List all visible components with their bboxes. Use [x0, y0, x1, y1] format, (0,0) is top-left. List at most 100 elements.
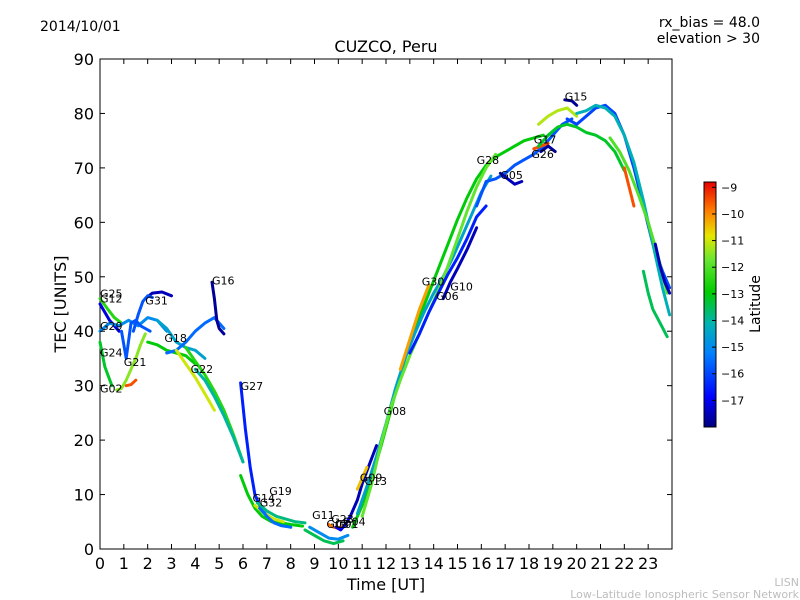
x-tick-label: 11	[352, 554, 372, 573]
x-tick-label: 10	[328, 554, 348, 573]
sat-label-g21: G21	[124, 356, 147, 369]
sat-label-g16: G16	[212, 274, 235, 287]
x-tick-label: 8	[286, 554, 296, 573]
y-tick-label: 90	[74, 50, 94, 69]
sat-label-g28: G28	[477, 154, 500, 167]
x-tick-label: 12	[376, 554, 396, 573]
x-tick-label: 17	[495, 554, 515, 573]
series-g31b	[131, 294, 154, 333]
chart-title: CUZCO, Peru	[334, 37, 437, 56]
x-tick-label: 3	[166, 554, 176, 573]
x-tick-label: 7	[262, 554, 272, 573]
x-tick-label: 18	[519, 554, 539, 573]
series-g17	[532, 141, 550, 151]
series-g13	[355, 465, 369, 491]
sat-label-g15: G15	[565, 90, 588, 103]
series-g24	[98, 340, 114, 388]
x-tick-label: 0	[95, 554, 105, 573]
series-g22	[174, 348, 216, 412]
sat-label-g19: G19	[269, 485, 292, 498]
x-axis-label: Time [UT]	[346, 575, 425, 594]
colorbar-tick-label: −16	[721, 368, 744, 381]
sat-label-g31: G31	[145, 295, 168, 308]
series-g32	[258, 506, 293, 529]
sat-label-g29: G29	[100, 320, 123, 333]
y-tick-label: 30	[74, 377, 94, 396]
series-g15i	[641, 269, 669, 339]
sat-label-g11: G11	[312, 509, 335, 522]
plot-area	[99, 58, 673, 550]
colorbar-ticks: −9 −10 −11 −12 −13 −14 −15 −16 −17	[712, 181, 744, 407]
y-tick-label: 50	[74, 268, 94, 287]
sat-label-g09: G09	[360, 472, 383, 485]
x-tick-label: 20	[566, 554, 586, 573]
y-tick-label: 10	[74, 486, 94, 505]
satellite-labels: G25G12G29G24G21G02G31G18G22G16G27G14G32G…	[100, 90, 587, 530]
series-g05	[498, 171, 524, 186]
sat-label-g04: G04	[343, 516, 366, 529]
series-g12	[98, 302, 121, 333]
sat-label-g23: G23	[331, 513, 354, 526]
series-layer	[98, 98, 672, 546]
colorbar-tick-label: −15	[721, 341, 744, 354]
x-tick-label: 6	[238, 554, 248, 573]
series-g11b	[308, 525, 350, 541]
series-g15g	[622, 166, 636, 208]
x-tick-label: 1	[119, 554, 129, 573]
y-tick-label: 40	[74, 322, 94, 341]
y-axis-ticks: 0 10 20 30 40 50 60 70 80 90	[74, 50, 672, 559]
series-g15b	[537, 106, 579, 126]
sat-label-g14: G14	[253, 492, 276, 505]
watermark-network: Low-Latitude Ionospheric Sensor Network	[570, 588, 799, 600]
series-g25	[98, 297, 123, 325]
series-g19	[255, 501, 307, 525]
sat-label-g27: G27	[241, 380, 264, 393]
series-g16	[210, 280, 226, 336]
date-label: 2014/10/01	[40, 19, 121, 35]
colorbar-tick-label: −10	[721, 208, 744, 221]
y-tick-label: 60	[74, 213, 94, 232]
watermark-lisn: LISN	[774, 576, 799, 589]
x-tick-label: 5	[214, 554, 224, 573]
sat-label-g02: G02	[100, 383, 123, 396]
colorbar-tick-label: −13	[721, 288, 744, 301]
colorbar	[703, 181, 717, 428]
x-tick-label: 16	[471, 554, 491, 573]
sat-label-g18: G18	[164, 332, 187, 345]
y-axis-label: TEC [UNITS]	[51, 256, 70, 354]
series-g10	[441, 226, 479, 301]
series-g06	[408, 204, 488, 355]
x-tick-label: 13	[400, 554, 420, 573]
elevation-label: elevation > 30	[657, 31, 760, 47]
sat-label-g24: G24	[100, 346, 123, 359]
sat-label-g12: G12	[100, 292, 123, 305]
y-tick-label: 70	[74, 159, 94, 178]
x-tick-label: 4	[190, 554, 200, 573]
sat-label-g08: G08	[384, 405, 407, 418]
series-g26	[539, 144, 557, 154]
sat-label-g06: G06	[436, 290, 459, 303]
series-g02	[115, 332, 147, 392]
sat-label-g03: G03	[326, 518, 349, 531]
x-tick-label: 22	[614, 554, 634, 573]
series-g15e	[575, 103, 672, 317]
series-g02b	[124, 378, 138, 388]
colorbar-label: Latitude	[748, 275, 764, 333]
y-tick-label: 80	[74, 104, 94, 123]
series-g09	[348, 444, 378, 518]
series-g27b	[239, 474, 305, 528]
x-tick-label: 23	[638, 554, 658, 573]
sat-label-g01: G01	[336, 518, 359, 531]
colorbar-tick-label: −12	[721, 261, 744, 274]
sat-label-g26: G26	[531, 148, 554, 161]
series-g28	[475, 117, 574, 208]
sat-label-g10: G10	[450, 280, 473, 293]
colorbar-tick-label: −17	[721, 394, 744, 407]
colorbar-tick-label: −9	[721, 181, 737, 194]
sat-label-g05: G05	[500, 169, 523, 182]
sat-label-g13: G13	[365, 475, 388, 488]
series-g15h	[653, 242, 672, 295]
colorbar-tick-label: −11	[721, 235, 744, 248]
x-tick-label: 9	[309, 554, 319, 573]
